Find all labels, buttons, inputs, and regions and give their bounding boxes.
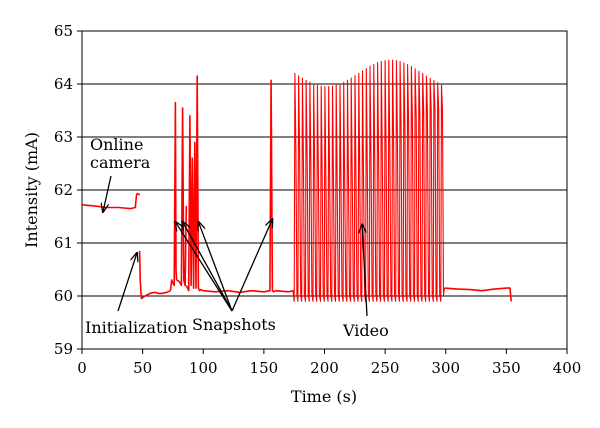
annotation-online-camera-line-1: camera — [90, 153, 151, 172]
arrow-snapshot-3 — [231, 219, 272, 312]
y-axis-ticks: 59 60 61 62 63 64 65 — [54, 22, 82, 358]
arrow-online-camera — [103, 175, 112, 212]
y-tick-label-4: 63 — [54, 128, 73, 146]
x-tick-label-8: 400 — [553, 359, 582, 377]
y-tick-label-6: 65 — [54, 22, 73, 40]
x-axis-ticks: 0 50 100 150 200 250 300 350 400 — [77, 349, 581, 377]
x-tick-label-1: 50 — [133, 359, 152, 377]
y-tick-label-0: 59 — [54, 340, 73, 358]
x-tick-label-2: 100 — [189, 359, 218, 377]
series-segment-1 — [138, 250, 171, 300]
x-tick-label-5: 250 — [371, 359, 400, 377]
series-segment-0 — [81, 192, 141, 210]
annotations: Online camera Initialization Snapshots Video — [85, 135, 389, 340]
series-segment-2 — [169, 101, 178, 291]
y-tick-label-1: 60 — [54, 287, 73, 305]
annotation-initialization: Initialization — [85, 318, 188, 337]
y-tick-label-2: 61 — [54, 234, 73, 252]
x-tick-label-4: 200 — [310, 359, 339, 377]
arrow-snapshot-2 — [198, 222, 233, 312]
x-tick-label-6: 300 — [431, 359, 460, 377]
series-tail — [444, 287, 512, 302]
arrow-initialization — [117, 253, 137, 312]
arrow-video-0 — [362, 224, 368, 317]
series-segment-3 — [176, 107, 188, 287]
arrow-snapshot-0 — [175, 222, 233, 312]
series-segment-5 — [203, 79, 295, 294]
y-tick-label-5: 64 — [54, 75, 73, 93]
x-tick-label-0: 0 — [77, 359, 87, 377]
x-tick-label-3: 150 — [250, 359, 279, 377]
series-video-burst — [292, 59, 446, 302]
annotation-snapshots: Snapshots — [192, 315, 276, 334]
annotation-online-camera-line-0: Online — [90, 135, 143, 154]
intensity-series — [81, 59, 512, 302]
arrow-snapshot-1 — [183, 222, 233, 312]
y-tick-label-3: 62 — [54, 181, 73, 199]
x-axis-label: Time (s) — [291, 387, 357, 406]
series-segment-4 — [185, 75, 204, 292]
annotation-video: Video — [342, 321, 389, 340]
y-axis-label: Intensity (mA) — [22, 132, 41, 248]
annotation-online-camera: Online camera — [90, 135, 151, 172]
x-tick-label-7: 350 — [492, 359, 521, 377]
